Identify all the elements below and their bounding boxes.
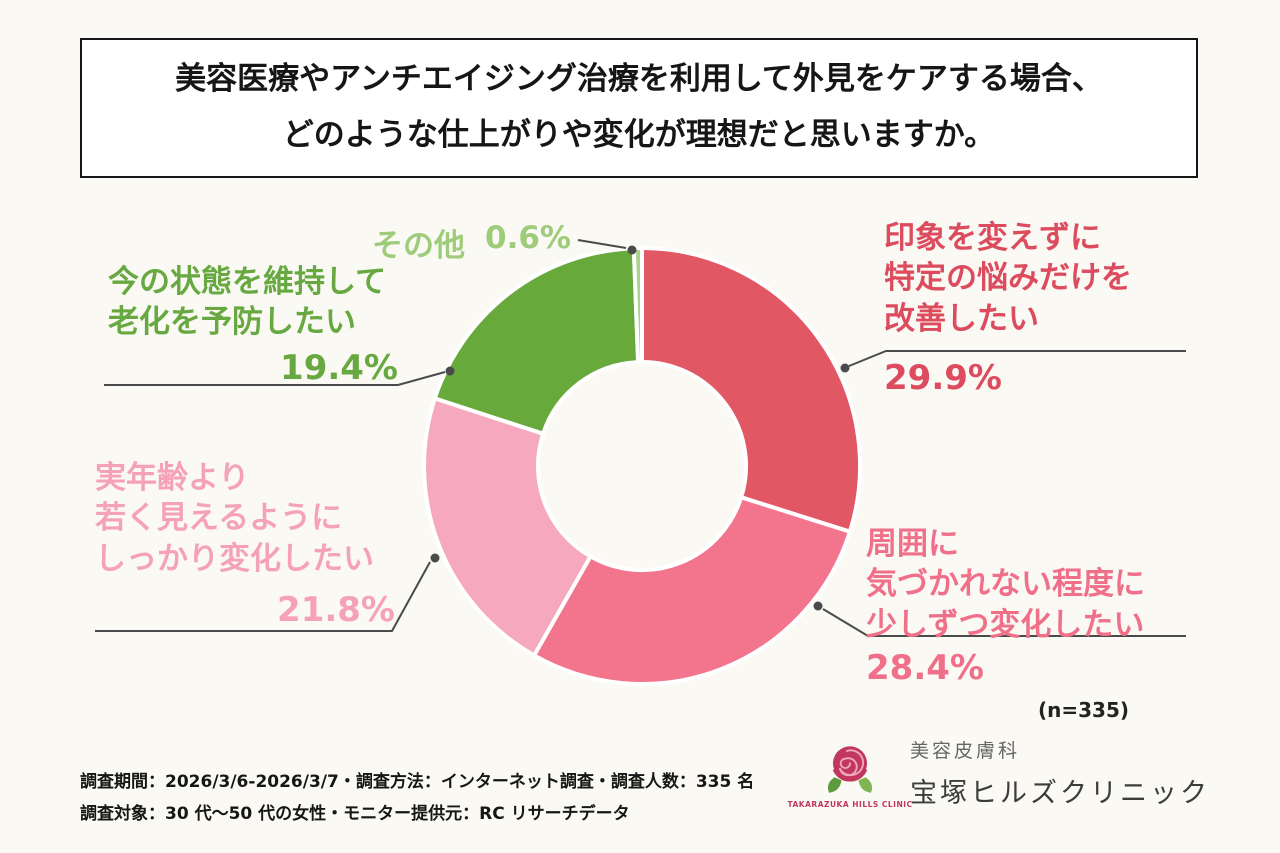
question-title-box: 美容医療やアンチエイジング治療を利用して外見をケアする場合、 どのような仕上がり… xyxy=(80,38,1198,178)
clinic-name-english: TAKARAZUKA HILLS CLINIC xyxy=(787,800,913,809)
leader-line xyxy=(104,371,446,386)
leader-dot xyxy=(813,601,823,611)
leader-dot xyxy=(840,363,850,373)
clinic-logo: TAKARAZUKA HILLS CLINIC 美容皮膚科 宝塚ヒルズクリニック xyxy=(787,736,1210,810)
callout-maintain-line2: 老化を予防したい xyxy=(108,304,356,341)
callout-younger-line3: しっかり変化したい xyxy=(95,540,374,577)
callout-gradual: 周囲に 気づかれない程度に 少しずつ変化したい xyxy=(866,524,1145,645)
callout-impression: 印象を変えずに 特定の悩みだけを 改善したい xyxy=(884,218,1132,339)
donut-segment xyxy=(532,495,852,686)
question-title-line1: 美容医療やアンチエイジング治療を利用して外見をケアする場合、 xyxy=(175,61,1103,98)
callout-younger-line2: 若く見えるように xyxy=(95,500,343,537)
clinic-name: 宝塚ヒルズクリニック xyxy=(910,778,1210,809)
leader-dot xyxy=(445,366,455,376)
sample-size-label: (n=335) xyxy=(1038,698,1130,722)
callout-gradual-line2: 気づかれない程度に xyxy=(866,566,1145,603)
donut-segment xyxy=(422,396,593,658)
callout-younger-line1: 実年齢より xyxy=(95,460,250,496)
leader-dot xyxy=(430,553,440,563)
clinic-name-block: 美容皮膚科 宝塚ヒルズクリニック xyxy=(910,736,1210,810)
callout-impression-line3: 改善したい xyxy=(884,300,1039,337)
callout-other-label: その他 xyxy=(372,228,465,264)
callout-younger-pct: 21.8% xyxy=(277,590,395,630)
callout-gradual-line3: 少しずつ変化したい xyxy=(866,606,1145,643)
donut-segment xyxy=(640,246,862,534)
survey-footnote-line1: 調査期間：2026/3/6-2026/3/7・調査方法：インターネット調査・調査… xyxy=(80,772,755,792)
question-title-line2: どのような仕上がりや変化が理想だと思いますか。 xyxy=(282,117,996,153)
callout-gradual-line1: 周囲に xyxy=(866,526,959,562)
leader-line xyxy=(577,239,627,249)
survey-footnote: 調査期間：2026/3/6-2026/3/7・調査方法：インターネット調査・調査… xyxy=(80,766,754,831)
callout-impression-line1: 印象を変えずに xyxy=(884,220,1101,256)
leader-line xyxy=(848,350,1186,367)
callout-maintain-pct: 19.4% xyxy=(280,348,398,388)
rose-logo-icon: TAKARAZUKA HILLS CLINIC xyxy=(787,737,912,809)
donut-segment xyxy=(631,246,644,365)
leader-dot xyxy=(627,245,637,255)
callout-gradual-pct: 28.4% xyxy=(866,648,984,688)
callout-other: その他 0.6% xyxy=(372,220,571,265)
leader-line xyxy=(822,608,1186,637)
callout-other-pct: 0.6% xyxy=(485,220,571,256)
callout-maintain: 今の状態を維持して 老化を予防したい xyxy=(108,262,386,343)
callout-impression-line2: 特定の悩みだけを xyxy=(884,260,1132,297)
callout-maintain-line1: 今の状態を維持して xyxy=(108,264,387,300)
rose-icon xyxy=(827,746,873,793)
callout-younger: 実年齢より 若く見えるように しっかり変化したい xyxy=(95,458,374,579)
clinic-subtitle: 美容皮膚科 xyxy=(910,740,1021,762)
survey-footnote-line2: 調査対象：30 代～50 代の女性・モニター提供元：RC リサーチデータ xyxy=(80,804,630,825)
donut-segment xyxy=(432,246,641,436)
callout-impression-pct: 29.9% xyxy=(884,358,1002,398)
leader-line xyxy=(95,561,431,632)
